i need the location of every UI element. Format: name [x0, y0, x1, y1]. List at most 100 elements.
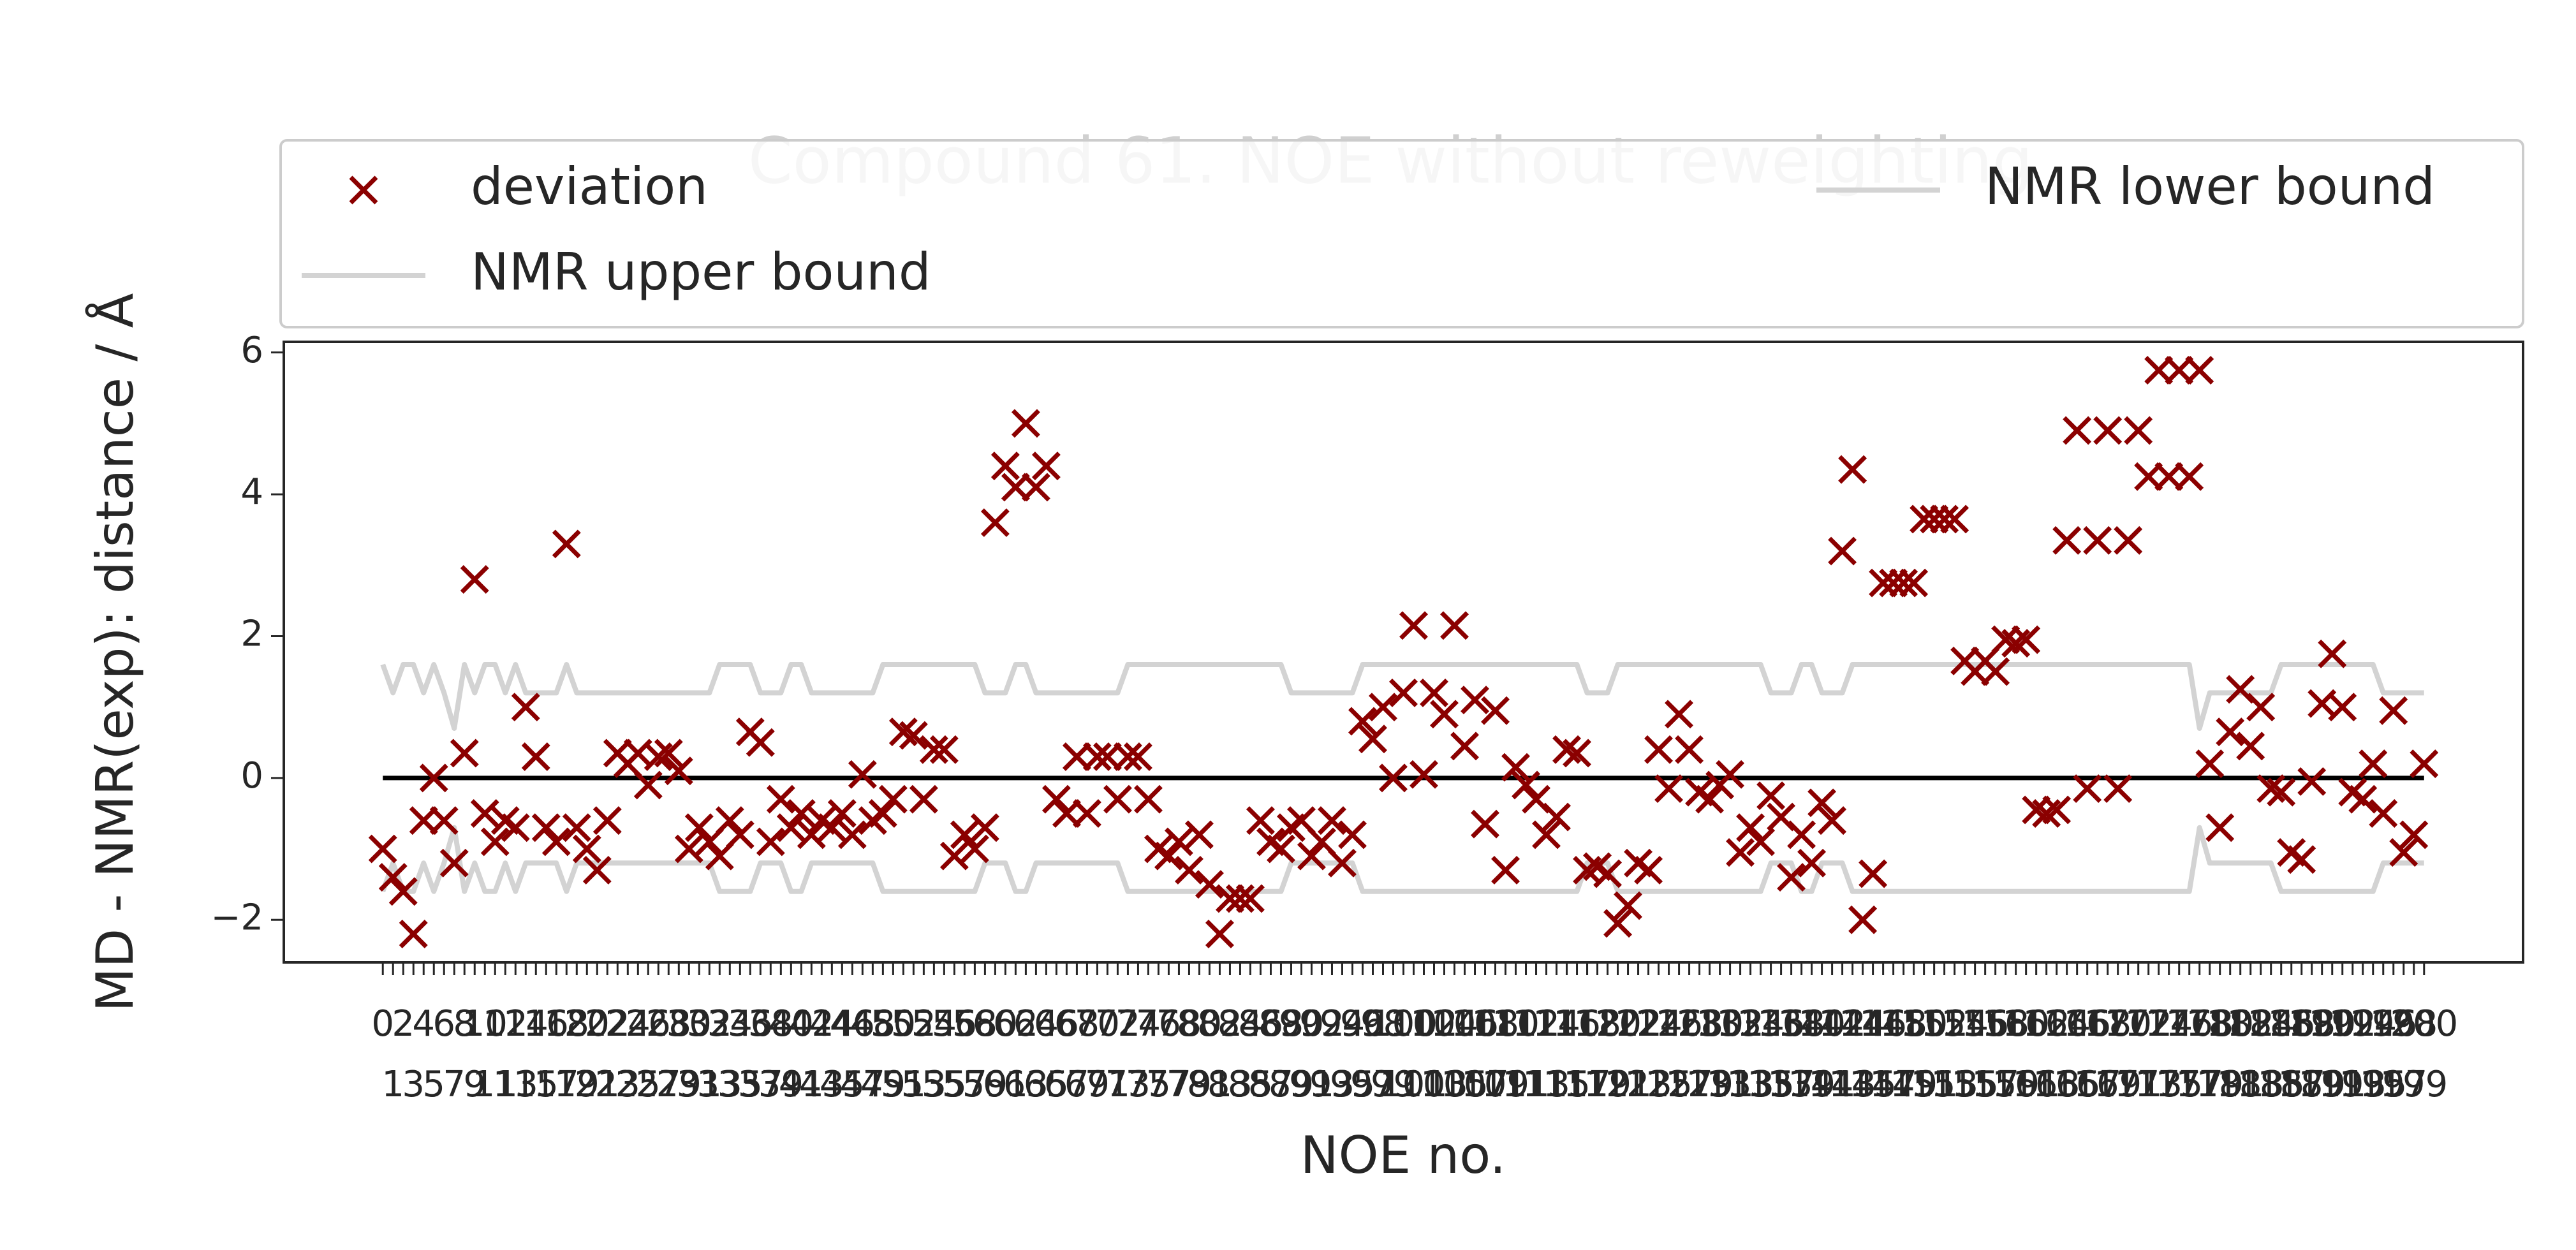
deviation-marker: [797, 820, 826, 849]
deviation-marker: [541, 827, 571, 857]
x-tick-label: 192: [2308, 1003, 2376, 1045]
x-tick-label: 10: [462, 1003, 508, 1045]
y-tick-label: 4: [240, 471, 263, 513]
deviation-marker: [2093, 416, 2123, 445]
x-tick-label: 19: [554, 1064, 600, 1105]
deviation-marker: [2073, 774, 2102, 804]
deviation-marker: [439, 848, 469, 878]
deviation-marker: [2267, 777, 2296, 807]
x-tick-label: 171: [2094, 1064, 2162, 1105]
x-tick-label: 184: [2226, 1003, 2295, 1045]
deviation-marker: [2389, 838, 2418, 867]
x-tick-label: 146: [1839, 1003, 1907, 1045]
deviation-marker: [2001, 629, 2031, 658]
x-tick-label: 76: [1136, 1003, 1181, 1045]
deviation-marker: [1593, 859, 1623, 888]
x-tick-label: 127: [1645, 1064, 1713, 1105]
deviation-marker: [725, 820, 754, 849]
deviation-marker: [1797, 848, 1827, 878]
x-tick-label: 4: [412, 1003, 435, 1045]
deviation-marker: [684, 813, 714, 842]
deviation-marker: [1174, 855, 1203, 885]
x-tick-label: 44: [809, 1003, 855, 1045]
x-tick-label: 185: [2237, 1064, 2305, 1105]
x-tick-label: 22: [585, 1003, 630, 1045]
deviation-marker: [1246, 806, 1275, 835]
x-tick-label: 16: [524, 1003, 569, 1045]
deviation-marker: [1542, 802, 1571, 832]
x-tick-label: 199: [2380, 1064, 2448, 1105]
legend: deviation NMR upper bound NMR lower bound: [279, 139, 2524, 328]
x-tick-label: 143: [1808, 1064, 1876, 1105]
x-tick-label: 38: [748, 1003, 793, 1045]
x-tick-label: 145: [1829, 1064, 1897, 1105]
x-tick-label: 129: [1665, 1064, 1733, 1105]
deviation-marker: [1041, 784, 1071, 814]
x-tick-label: 173: [2114, 1064, 2182, 1105]
deviation-marker: [2399, 820, 2429, 849]
x-tick-label: 78: [1156, 1003, 1202, 1045]
deviation-marker: [531, 813, 561, 842]
deviation-marker: [388, 877, 418, 906]
deviation-marker: [2287, 845, 2316, 874]
deviation-marker: [2195, 749, 2225, 779]
x-tick-label: 156: [1941, 1003, 2009, 1045]
deviation-marker: [766, 784, 795, 814]
deviation-marker: [1614, 891, 1643, 920]
x-tick-label: 128: [1655, 1003, 1723, 1045]
deviation-marker: [1920, 504, 1949, 534]
deviation-marker: [419, 763, 448, 793]
x-tick-label: 40: [769, 1003, 814, 1045]
x-tick-label: 154: [1920, 1003, 1989, 1045]
x-tick-label: 177: [2155, 1064, 2223, 1105]
bound-line: [380, 825, 2424, 894]
x-tick-label: 18: [544, 1003, 589, 1045]
x-tick-label: 107: [1441, 1064, 1509, 1105]
deviation-marker: [2154, 462, 2184, 491]
deviation-marker: [1031, 452, 1061, 481]
deviation-marker: [1348, 707, 1377, 736]
deviation-marker: [1695, 784, 1725, 814]
deviation-marker: [786, 799, 816, 828]
x-tick-label: 25: [615, 1064, 661, 1105]
x-tick-label: 66: [1034, 1003, 1079, 1045]
deviation-marker: [1563, 739, 1592, 768]
x-tick-label: 27: [636, 1064, 681, 1105]
deviation-marker: [1420, 678, 1448, 707]
deviation-marker: [2379, 696, 2408, 725]
deviation-marker: [2297, 767, 2327, 796]
deviation-marker: [429, 806, 459, 835]
x-tick-label: 190: [2288, 1003, 2356, 1045]
x-tick-label: 123: [1604, 1064, 1672, 1105]
deviation-marker: [2185, 356, 2214, 385]
x-tick-label: 120: [1573, 1003, 1642, 1045]
deviation-marker: [1011, 409, 1040, 438]
deviation-marker: [399, 920, 428, 948]
deviation-marker: [1358, 724, 1387, 754]
x-tick-label: 0: [371, 1003, 394, 1045]
x-tick-label: 31: [677, 1064, 722, 1105]
x-tick-label: 189: [2278, 1064, 2346, 1105]
x-tick-label: 95: [1330, 1064, 1375, 1105]
x-tick-label: 30: [666, 1003, 712, 1045]
deviation-marker: [756, 827, 785, 857]
x-tick-label: 121: [1584, 1064, 1652, 1105]
deviation-marker: [368, 834, 397, 864]
deviation-marker: [1634, 855, 1663, 885]
x-tick-label: 117: [1543, 1064, 1611, 1105]
deviation-marker: [980, 508, 1010, 538]
deviation-marker: [378, 863, 408, 892]
x-tick-label: 61: [983, 1064, 1028, 1105]
x-tick-label: 167: [2053, 1064, 2121, 1105]
deviation-marker: [1899, 568, 1929, 598]
x-tick-label: 150: [1880, 1003, 1948, 1045]
deviation-marker: [1532, 820, 1561, 849]
x-tick-label: 139: [1767, 1064, 1836, 1105]
x-tick-label: 180: [2186, 1003, 2254, 1045]
deviation-marker: [939, 841, 969, 871]
x-tick-label: 29: [656, 1064, 702, 1105]
x-tick-label: 194: [2329, 1003, 2397, 1045]
x-tick-label: 59: [962, 1064, 1008, 1105]
deviation-marker: [2369, 799, 2398, 828]
deviation-marker: [2124, 416, 2153, 445]
